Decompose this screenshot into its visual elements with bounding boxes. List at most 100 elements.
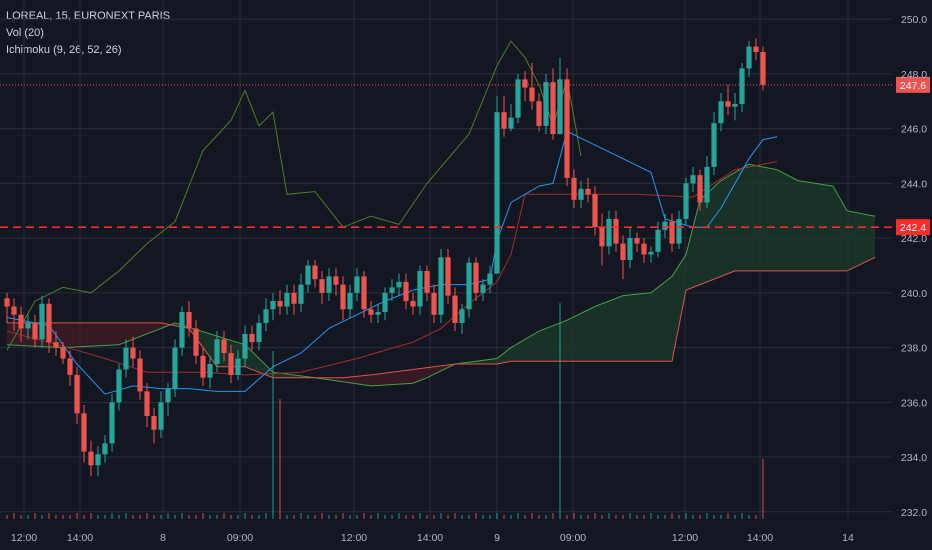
volume-bar (286, 515, 288, 519)
volume-bar (356, 515, 358, 519)
volume-bar (279, 399, 281, 519)
candle-body (81, 413, 87, 452)
candle-body (718, 101, 724, 124)
candle-body (144, 391, 150, 416)
volume-bar (13, 513, 15, 519)
candle-body (186, 312, 192, 329)
volume-bar (398, 513, 400, 519)
cloud-segment (420, 367, 427, 381)
cloud-segment (826, 185, 833, 271)
cloud-segment (574, 313, 581, 362)
candle-body (284, 292, 290, 307)
candle-body (648, 251, 654, 255)
candle-body (473, 262, 479, 293)
volume-bar (664, 515, 666, 519)
cloud-segment (385, 372, 392, 385)
price-axis-tick: 244.0 (901, 178, 927, 190)
volume-bar (307, 515, 309, 519)
volume-bar (90, 513, 92, 519)
cloud-segment (728, 172, 735, 274)
candle-body (109, 402, 115, 444)
cloud-segment (490, 358, 497, 364)
cloud-segment (518, 339, 525, 362)
legend-volume-indicator[interactable]: Vol (20) (6, 27, 44, 39)
legend-ichimoku-indicator[interactable]: Ichimoku (9, 26, 52, 26) (6, 44, 122, 56)
volume-bar (706, 513, 708, 519)
candle-body (361, 276, 367, 310)
volume-bar (160, 515, 162, 519)
candle-body (396, 281, 402, 288)
volume-bar (517, 513, 519, 519)
volume-bar (48, 513, 50, 519)
cloud-segment (798, 180, 805, 271)
cloud-segment (616, 295, 623, 362)
cloud-segment (861, 213, 868, 265)
candle-body (529, 87, 535, 102)
candle-body (613, 218, 619, 244)
time-axis-tick: 12:00 (672, 532, 698, 544)
volume-bar (174, 515, 176, 519)
candle-body (270, 301, 276, 310)
cloud-segment (350, 376, 357, 384)
volume-bar (524, 515, 526, 519)
candle-body (634, 238, 640, 244)
cloud-segment (497, 353, 504, 364)
time-axis-tick: 14 (842, 532, 854, 544)
cloud-segment (777, 169, 784, 271)
cloud-segment (637, 293, 644, 362)
volume-bar (587, 515, 589, 519)
volume-bar (412, 515, 414, 519)
candle-body (606, 218, 612, 247)
cloud-segment (651, 287, 658, 362)
volume-bar (62, 515, 64, 519)
candle-body (501, 112, 507, 129)
volume-bar (643, 515, 645, 519)
volume-bar (594, 513, 596, 519)
candle-body (193, 328, 199, 356)
cloud-segment (21, 322, 28, 346)
candle-body (102, 443, 108, 455)
cloud-segment (147, 322, 154, 334)
volume-bar (503, 515, 505, 519)
cloud-segment (847, 210, 854, 271)
cloud-segment (511, 343, 518, 362)
candle-body (4, 298, 10, 307)
candle-body (319, 279, 325, 293)
candle-body (389, 287, 395, 293)
time-axis-tick: 12:00 (341, 532, 367, 544)
candle-body (564, 79, 570, 178)
volume-bar (433, 515, 435, 519)
price-axis-tick: 234.0 (901, 452, 927, 464)
time-axis-tick: 14:00 (747, 532, 773, 544)
volume-bar (580, 515, 582, 519)
volume-bar (573, 513, 575, 519)
candle-body (711, 123, 717, 167)
candle-body (123, 347, 129, 370)
candle-body (557, 79, 563, 135)
volume-bar (384, 515, 386, 519)
candle-body (32, 322, 38, 340)
volume-bar (538, 515, 540, 519)
volume-bar (272, 351, 274, 519)
candle-body (368, 309, 374, 315)
volume-bar (251, 515, 253, 519)
price-axis-tick: 242.0 (901, 233, 927, 245)
candle-body (669, 221, 675, 244)
volume-bars (6, 303, 764, 519)
volume-bar (83, 515, 85, 519)
volume-bar (265, 513, 267, 519)
cloud-segment (343, 377, 350, 383)
price-axis-tick: 248.0 (901, 69, 927, 81)
volume-bar (258, 515, 260, 519)
volume-bar (699, 515, 701, 519)
candle-body (214, 339, 220, 364)
time-axis-tick: 14:00 (417, 532, 443, 544)
volume-bar (552, 513, 554, 519)
volume-bar (405, 515, 407, 519)
volume-bar (475, 513, 477, 519)
cloud-segment (714, 180, 721, 280)
time-axis: 12:00 14:00 8 09:00 12:00 14:00 9 09:00 12:00 14:… (11, 532, 854, 544)
candle-body (494, 112, 500, 274)
candle-body (165, 388, 171, 403)
